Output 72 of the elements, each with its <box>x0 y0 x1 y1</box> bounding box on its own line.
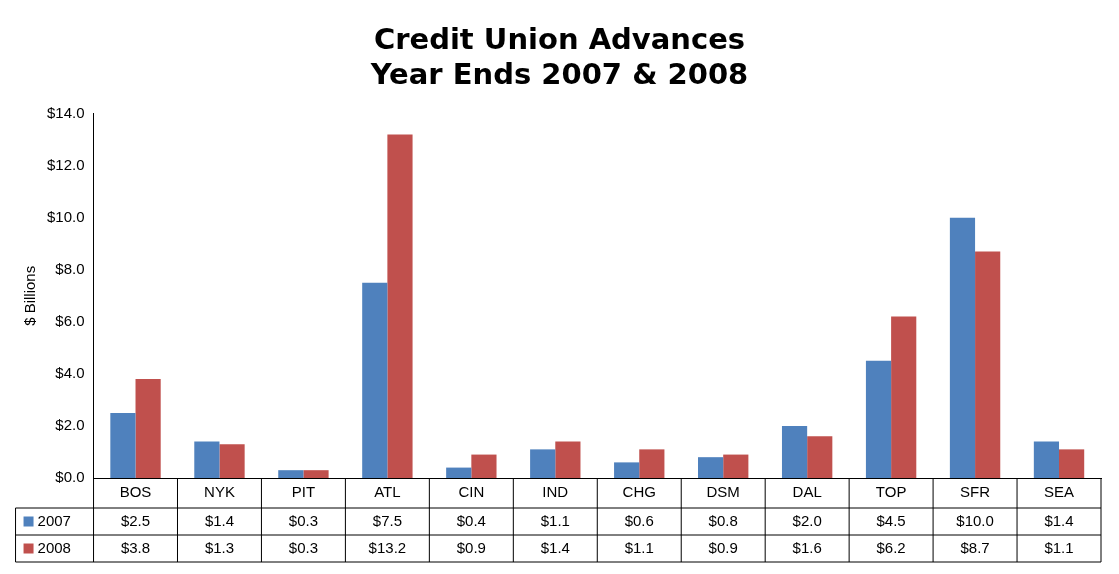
bar <box>446 467 472 478</box>
data-label: $8.7 <box>960 538 990 556</box>
y-axis-title: $ Billions <box>21 265 39 326</box>
chart-title: Credit Union Advances Year Ends 2007 & 2008 <box>369 21 749 91</box>
bar <box>891 316 917 478</box>
data-label: $2.5 <box>120 511 151 529</box>
x-tick-label: CIN <box>458 483 485 501</box>
bar <box>949 217 976 478</box>
bar <box>110 412 136 478</box>
data-label: $2.0 <box>792 511 822 529</box>
bar <box>387 134 413 478</box>
bar <box>278 470 304 478</box>
data-label: $7.5 <box>372 511 402 529</box>
bar <box>471 454 497 478</box>
y-tick-label: $0.0 <box>55 468 85 486</box>
x-tick-label: IND <box>542 483 569 501</box>
bar <box>807 436 833 478</box>
y-tick-label: $10.0 <box>46 207 85 225</box>
data-label: $0.9 <box>708 538 738 556</box>
y-tick-label: $4.0 <box>55 364 85 382</box>
bar <box>865 360 892 478</box>
x-tick-label: SEA <box>1044 483 1075 501</box>
x-tick-label: SFR <box>960 483 991 501</box>
legend-label: 2008 <box>37 538 71 556</box>
bar <box>723 454 749 478</box>
data-label: $0.3 <box>288 511 319 529</box>
data-label: $1.1 <box>624 538 654 556</box>
bar <box>219 444 245 478</box>
x-tick-label: CHG <box>622 483 656 501</box>
bar <box>135 379 161 478</box>
data-label: $10.0 <box>956 511 994 529</box>
bar <box>698 457 724 478</box>
bar <box>303 470 329 478</box>
data-label: $0.6 <box>624 511 654 529</box>
x-tick-label: NYK <box>204 483 235 501</box>
x-tick-label: TOP <box>875 483 907 501</box>
data-label: $13.2 <box>368 538 407 556</box>
data-label: $1.4 <box>204 511 235 529</box>
data-label: $1.1 <box>1044 538 1074 556</box>
data-label: $6.2 <box>876 538 906 556</box>
bar <box>1033 441 1060 478</box>
data-label: $1.4 <box>1044 511 1074 529</box>
y-tick-label: $2.0 <box>55 416 85 434</box>
bar <box>555 441 581 478</box>
x-tick-label: PIT <box>291 483 316 501</box>
bar <box>194 441 220 478</box>
data-label: $0.8 <box>708 511 738 529</box>
bar <box>781 425 808 478</box>
x-tick-label: DAL <box>792 483 822 501</box>
y-tick-label: $8.0 <box>55 259 85 277</box>
data-label: $1.6 <box>792 538 822 556</box>
x-tick-label: DSM <box>706 483 740 501</box>
bar <box>614 462 640 478</box>
data-label: $1.1 <box>540 511 570 529</box>
bar <box>530 449 556 478</box>
x-tick-label: BOS <box>119 483 152 501</box>
bar <box>639 449 665 478</box>
y-tick-label: $6.0 <box>55 311 85 329</box>
legend-label: 2007 <box>37 511 71 529</box>
data-label: $0.9 <box>456 538 486 556</box>
data-label: $0.3 <box>288 538 319 556</box>
y-tick-label: $12.0 <box>46 155 85 173</box>
data-label: $1.3 <box>204 538 235 556</box>
data-label: $3.8 <box>120 538 151 556</box>
data-label: $1.4 <box>540 538 570 556</box>
bar <box>1059 449 1085 478</box>
bar <box>975 251 1001 478</box>
y-tick-label: $14.0 <box>46 103 85 121</box>
data-label: $4.5 <box>876 511 906 529</box>
data-label: $0.4 <box>456 511 486 529</box>
bar <box>362 282 388 478</box>
x-tick-label: ATL <box>374 483 401 501</box>
